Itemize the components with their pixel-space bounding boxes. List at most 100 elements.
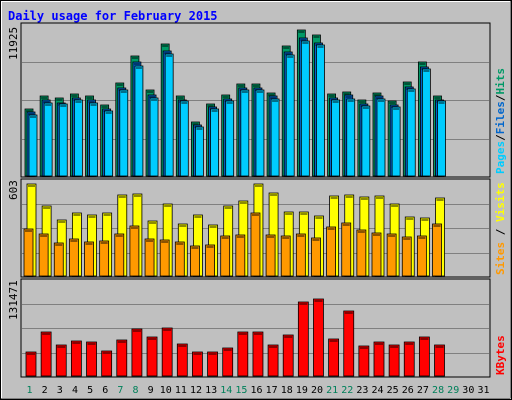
x-tick-label-day-6: 6 — [102, 385, 108, 396]
bar-visits-day-4-top-shade — [73, 214, 81, 216]
bar-hits-day-20-top-shade — [313, 36, 320, 38]
bar-visits-day-12-top-shade — [194, 216, 202, 218]
bar-sites-day-13 — [205, 244, 215, 277]
x-tick-label-day-11: 11 — [175, 385, 187, 396]
bar-kbytes-day-8-top-shade — [132, 330, 141, 332]
bar-kbytes-day-14 — [222, 347, 234, 377]
bar-pages-day-26-top-shade — [408, 90, 415, 92]
bar-sites-day-22 — [341, 222, 352, 277]
bar-kbytes-day-20 — [313, 298, 324, 377]
panel-3-legend: KBytes — [494, 335, 507, 375]
bar-pages-day-15 — [240, 89, 250, 177]
bar-kbytes-day-9 — [146, 336, 158, 377]
bar-hits-day-18-top-shade — [283, 47, 290, 49]
bar-kbytes-day-15 — [237, 331, 249, 377]
bar-kbytes-day-11 — [176, 343, 188, 377]
bar-pages-day-23-top-shade — [362, 107, 369, 109]
panel-visits-sites: 603 Sites / Visits — [7, 178, 507, 278]
bar-pages-day-21 — [331, 99, 341, 177]
x-tick-label-day-25: 25 — [387, 385, 399, 396]
panel-1-ytick-label: 11925 — [7, 27, 20, 60]
bar-kbytes-day-11-top-shade — [178, 345, 187, 347]
bar-hits-day-15-top-shade — [237, 85, 244, 87]
bar-files-day-24-top-shade — [375, 97, 382, 99]
bar-kbytes-day-22-top-shade — [344, 312, 353, 314]
bar-sites-day-23-top-shade — [357, 231, 365, 233]
bar-files-day-10-top-shade — [164, 52, 171, 54]
x-axis-day-labels: 1 2 3 4 5 6 7 8 9 10 11 12 13 14 15 16 17 18 19 20 21 22 23 24 2… — [27, 385, 490, 396]
bar-kbytes-day-5-top-shade — [87, 343, 96, 345]
bar-sites-day-20-top-shade — [312, 239, 320, 241]
bar-sites-day-12 — [190, 245, 200, 277]
bar-kbytes-day-13 — [207, 351, 218, 377]
bar-pages-day-23 — [361, 105, 371, 177]
bar-sites-day-19 — [295, 233, 306, 277]
bar-pages-day-14 — [225, 100, 235, 177]
bar-kbytes-day-18-top-shade — [284, 336, 293, 338]
x-tick-label-day-28: 28 — [432, 385, 444, 396]
legend-sep-2: / — [494, 94, 507, 101]
bar-kbytes-day-26 — [403, 341, 415, 377]
bar-pages-day-20 — [316, 44, 325, 177]
bar-visits-day-15-top-shade — [239, 202, 247, 204]
panel-3-bars — [25, 298, 445, 377]
bar-hits-day-23-top-shade — [358, 101, 365, 103]
bar-kbytes-day-23 — [358, 345, 370, 377]
bar-pages-day-24-top-shade — [377, 100, 384, 102]
bar-visits-day-1-top-shade — [28, 185, 35, 187]
bar-sites-day-11 — [174, 241, 185, 277]
x-tick-label-day-31: 31 — [477, 385, 489, 396]
bar-sites-day-7-top-shade — [115, 235, 123, 237]
bar-sites-day-2 — [38, 233, 49, 277]
bar-pages-day-10-top-shade — [166, 55, 173, 57]
bar-sites-day-1 — [23, 228, 34, 277]
bar-pages-day-24 — [376, 98, 386, 177]
x-tick-label-day-30: 30 — [462, 385, 474, 396]
bar-hits-day-3-top-shade — [56, 99, 63, 101]
bar-kbytes-day-24-top-shade — [374, 343, 383, 345]
bar-hits-day-2-top-shade — [41, 97, 48, 99]
bar-pages-day-10 — [164, 53, 174, 177]
bar-kbytes-day-22 — [343, 310, 355, 377]
bar-sites-day-21-top-shade — [327, 228, 335, 230]
bar-kbytes-day-12-top-shade — [193, 353, 202, 355]
bar-sites-day-11-top-shade — [176, 243, 184, 245]
bar-sites-day-27-top-shade — [418, 237, 426, 239]
panel-kbytes: 131471 KBytes — [7, 278, 507, 378]
bar-kbytes-day-3 — [55, 344, 67, 377]
bar-files-day-5-top-shade — [88, 101, 95, 103]
legend-hits: Hits — [494, 68, 507, 95]
bar-kbytes-day-28 — [434, 344, 445, 377]
legend-sep-3: / — [494, 222, 507, 242]
bar-pages-day-18-top-shade — [287, 56, 294, 58]
bar-visits-day-8-top-shade — [133, 195, 141, 197]
bar-pages-day-27-top-shade — [423, 70, 430, 72]
bar-sites-day-23 — [356, 229, 367, 277]
bar-visits-day-11-top-shade — [179, 225, 187, 227]
bar-kbytes-day-25-top-shade — [390, 346, 399, 348]
bar-pages-day-19-top-shade — [302, 42, 309, 44]
bar-visits-day-28-top-shade — [436, 199, 444, 201]
bar-pages-day-8 — [134, 65, 144, 177]
x-tick-label-day-3: 3 — [57, 385, 63, 396]
x-tick-label-day-9: 9 — [148, 385, 154, 396]
bar-kbytes-day-13-top-shade — [208, 353, 217, 355]
bar-pages-day-4-top-shade — [75, 101, 82, 103]
bar-kbytes-day-27-top-shade — [420, 338, 429, 340]
bar-hits-day-27-top-shade — [419, 63, 426, 65]
bar-visits-day-19-top-shade — [300, 213, 308, 215]
bar-kbytes-day-26-top-shade — [405, 343, 414, 345]
bar-hits-day-19-top-shade — [298, 31, 305, 33]
bar-hits-day-10-top-shade — [162, 45, 169, 47]
bar-kbytes-day-17 — [267, 344, 279, 377]
bar-pages-day-15-top-shade — [241, 91, 248, 93]
bar-kbytes-day-20-top-shade — [314, 300, 323, 302]
bar-pages-day-11 — [179, 100, 189, 177]
bar-kbytes-day-16 — [252, 331, 264, 377]
bar-visits-day-14-top-shade — [224, 207, 232, 209]
bar-sites-day-22-top-shade — [342, 224, 350, 226]
bar-pages-day-12 — [195, 126, 204, 177]
bar-sites-day-16 — [250, 212, 261, 277]
bar-kbytes-day-6-top-shade — [102, 352, 111, 354]
bar-hits-day-5-top-shade — [86, 97, 93, 99]
